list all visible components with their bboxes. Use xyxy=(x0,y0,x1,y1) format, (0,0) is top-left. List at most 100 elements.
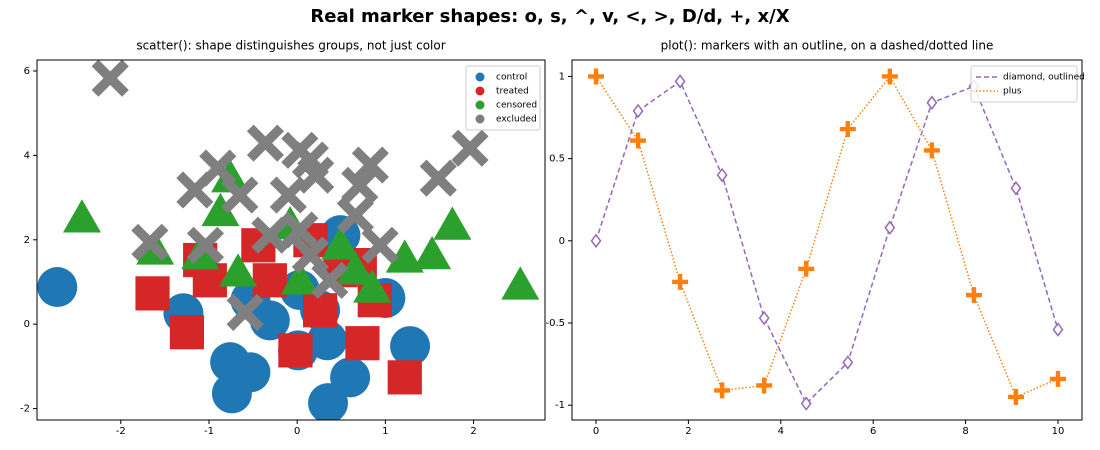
x-tick-label: 2 xyxy=(685,426,691,437)
legend-label: treated xyxy=(496,87,529,97)
y-tick-label: 0 xyxy=(24,319,30,330)
marker-x xyxy=(419,159,457,197)
marker-x xyxy=(361,226,399,264)
legend-box xyxy=(970,65,1078,103)
marker-x xyxy=(251,216,289,254)
marker-diamond xyxy=(800,396,812,411)
marker-triangle xyxy=(385,239,424,273)
marker-circle xyxy=(211,373,252,414)
legend-swatch xyxy=(475,100,485,110)
marker-triangle xyxy=(62,199,101,233)
y-tick-label: -2 xyxy=(20,404,30,415)
marker-plus xyxy=(965,287,982,304)
subplot-title: plot(): markers with an outline, on a da… xyxy=(661,39,994,53)
marker-plus xyxy=(1049,370,1066,387)
marker-triangle xyxy=(201,192,240,227)
marker-square xyxy=(252,263,287,298)
legend-label: diamond, outlined xyxy=(1003,73,1085,83)
marker-x xyxy=(336,196,374,234)
legend-swatch xyxy=(475,86,485,96)
x-tick-label: -2 xyxy=(116,426,126,437)
marker-plus xyxy=(881,68,898,85)
marker-plus xyxy=(672,273,689,290)
marker-plus xyxy=(756,377,773,394)
marker-x xyxy=(221,176,259,214)
marker-diamond xyxy=(674,74,686,89)
marker-triangle xyxy=(501,266,540,300)
marker-square xyxy=(303,293,338,328)
legend-label: control xyxy=(496,73,527,83)
series-line xyxy=(595,80,1059,405)
y-tick-label: -0.5 xyxy=(545,318,565,329)
y-tick-label: 0.5 xyxy=(549,154,565,165)
marker-diamond xyxy=(1052,322,1064,337)
x-tick-label: 4 xyxy=(778,426,784,437)
y-tick-label: 6 xyxy=(24,66,30,77)
marker-square xyxy=(387,360,422,395)
marker-diamond xyxy=(926,95,938,110)
marker-plus xyxy=(588,68,605,85)
marker-triangle xyxy=(433,206,472,240)
x-tick-label: 0 xyxy=(593,426,599,437)
x-tick-label: 10 xyxy=(1052,426,1065,437)
marker-x xyxy=(341,166,379,204)
marker-x xyxy=(451,129,489,167)
y-tick-label: 0 xyxy=(559,236,565,247)
marker-diamond xyxy=(716,167,728,183)
marker-x xyxy=(281,211,319,249)
plot-frame xyxy=(36,59,546,421)
x-tick-label: 8 xyxy=(962,426,968,437)
marker-x xyxy=(311,261,349,299)
marker-plus xyxy=(630,132,647,149)
marker-circle xyxy=(308,383,349,420)
marker-x xyxy=(351,146,389,184)
marker-triangle xyxy=(280,261,319,295)
marker-triangle xyxy=(219,253,258,287)
marker-square xyxy=(169,315,205,350)
marker-x xyxy=(297,156,335,194)
marker-x xyxy=(246,124,284,162)
x-tick-label: 6 xyxy=(870,426,876,437)
y-tick-label: 2 xyxy=(24,235,30,246)
marker-x xyxy=(269,176,307,214)
plot-area xyxy=(37,60,540,420)
legend-label: censored xyxy=(496,101,537,111)
marker-circle xyxy=(390,326,431,367)
marker-diamond xyxy=(884,220,896,235)
marker-x xyxy=(91,60,129,97)
marker-diamond xyxy=(1010,180,1022,196)
marker-x xyxy=(131,223,169,261)
legend-label: excluded xyxy=(496,115,537,125)
plot-area xyxy=(588,68,1066,411)
marker-triangle xyxy=(413,235,452,270)
y-tick-label: -1 xyxy=(555,400,565,411)
marker-diamond xyxy=(590,233,602,249)
legend-box xyxy=(465,65,541,131)
y-tick-label: 4 xyxy=(24,150,30,161)
marker-diamond xyxy=(632,103,644,119)
plot-frame xyxy=(571,59,1083,421)
marker-diamond xyxy=(842,355,854,370)
figure-title: Real marker shapes: o, s, ^, v, <, >, D/… xyxy=(310,6,789,27)
marker-x xyxy=(226,293,264,331)
marker-plus xyxy=(714,382,731,399)
marker-plus xyxy=(839,121,856,138)
marker-diamond xyxy=(758,310,770,326)
marker-square xyxy=(278,333,313,368)
marker-plus xyxy=(923,142,940,159)
x-tick-label: -1 xyxy=(204,426,214,437)
marker-x xyxy=(186,226,225,264)
marker-plus xyxy=(798,260,815,277)
marker-plus xyxy=(1007,388,1024,405)
marker-circle xyxy=(37,267,78,308)
marker-triangle xyxy=(353,269,392,303)
subplot-title: scatter(): shape distinguishes groups, n… xyxy=(136,39,445,53)
series-line xyxy=(595,75,1059,398)
marker-circle xyxy=(307,320,348,361)
marker-square xyxy=(135,276,170,311)
x-tick-label: 2 xyxy=(470,426,476,437)
marker-triangle xyxy=(336,251,375,285)
x-tick-label: 0 xyxy=(294,426,300,437)
marker-triangle xyxy=(321,226,360,260)
